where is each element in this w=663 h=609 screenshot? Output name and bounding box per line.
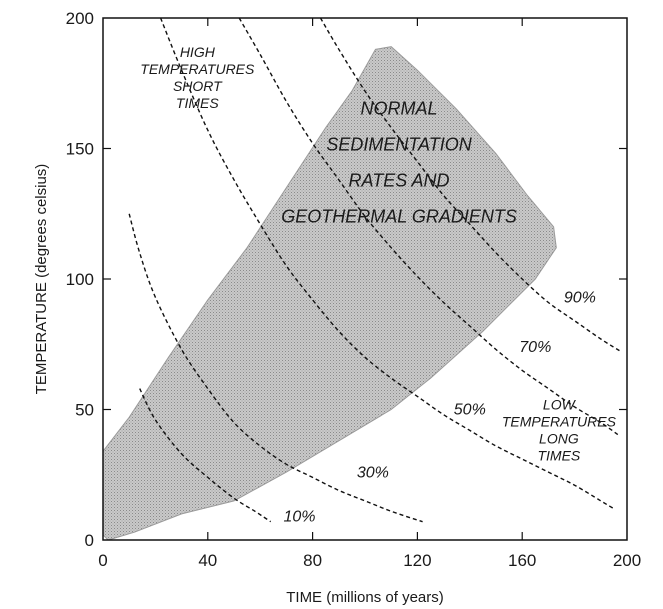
y-tick-label: 0 bbox=[85, 531, 94, 550]
x-tick-label: 120 bbox=[403, 551, 431, 570]
curve-label: 50% bbox=[454, 402, 486, 419]
x-tick-label: 200 bbox=[613, 551, 641, 570]
x-tick-label: 160 bbox=[508, 551, 536, 570]
y-tick-label: 150 bbox=[66, 140, 94, 159]
y-tick-label: 100 bbox=[66, 270, 94, 289]
y-tick-label: 50 bbox=[75, 401, 94, 420]
annotation-line: TEMPERATURES bbox=[140, 61, 255, 77]
x-axis-label: TIME (millions of years) bbox=[286, 589, 444, 606]
curve-label: 10% bbox=[283, 509, 315, 526]
annotation-line: LOW bbox=[543, 397, 577, 413]
annotation-line: NORMAL bbox=[361, 99, 438, 119]
x-tick-label: 80 bbox=[303, 551, 322, 570]
x-tick-label: 0 bbox=[98, 551, 107, 570]
x-tick-label: 40 bbox=[198, 551, 217, 570]
y-axis-label: TEMPERATURE (degrees celsius) bbox=[33, 164, 50, 395]
curve-label: 30% bbox=[357, 464, 389, 481]
y-tick-label: 200 bbox=[66, 9, 94, 28]
annotation-line: LONG bbox=[539, 431, 579, 447]
annotation-line: SHORT bbox=[173, 78, 223, 94]
annotation-line: TEMPERATURES bbox=[502, 414, 617, 430]
curve-label: 70% bbox=[519, 339, 551, 356]
annotation-line: RATES AND bbox=[349, 171, 450, 191]
shaded-region bbox=[103, 47, 556, 540]
shaded-region-layer bbox=[103, 47, 556, 540]
annotation-line: GEOTHERMAL GRADIENTS bbox=[281, 207, 517, 227]
annotation-line: HIGH bbox=[180, 44, 216, 60]
curve-label: 90% bbox=[564, 289, 596, 306]
annotation-line: TIMES bbox=[537, 448, 580, 464]
annotation-line: SEDIMENTATION bbox=[326, 135, 472, 155]
annotation-line: TIMES bbox=[176, 95, 219, 111]
